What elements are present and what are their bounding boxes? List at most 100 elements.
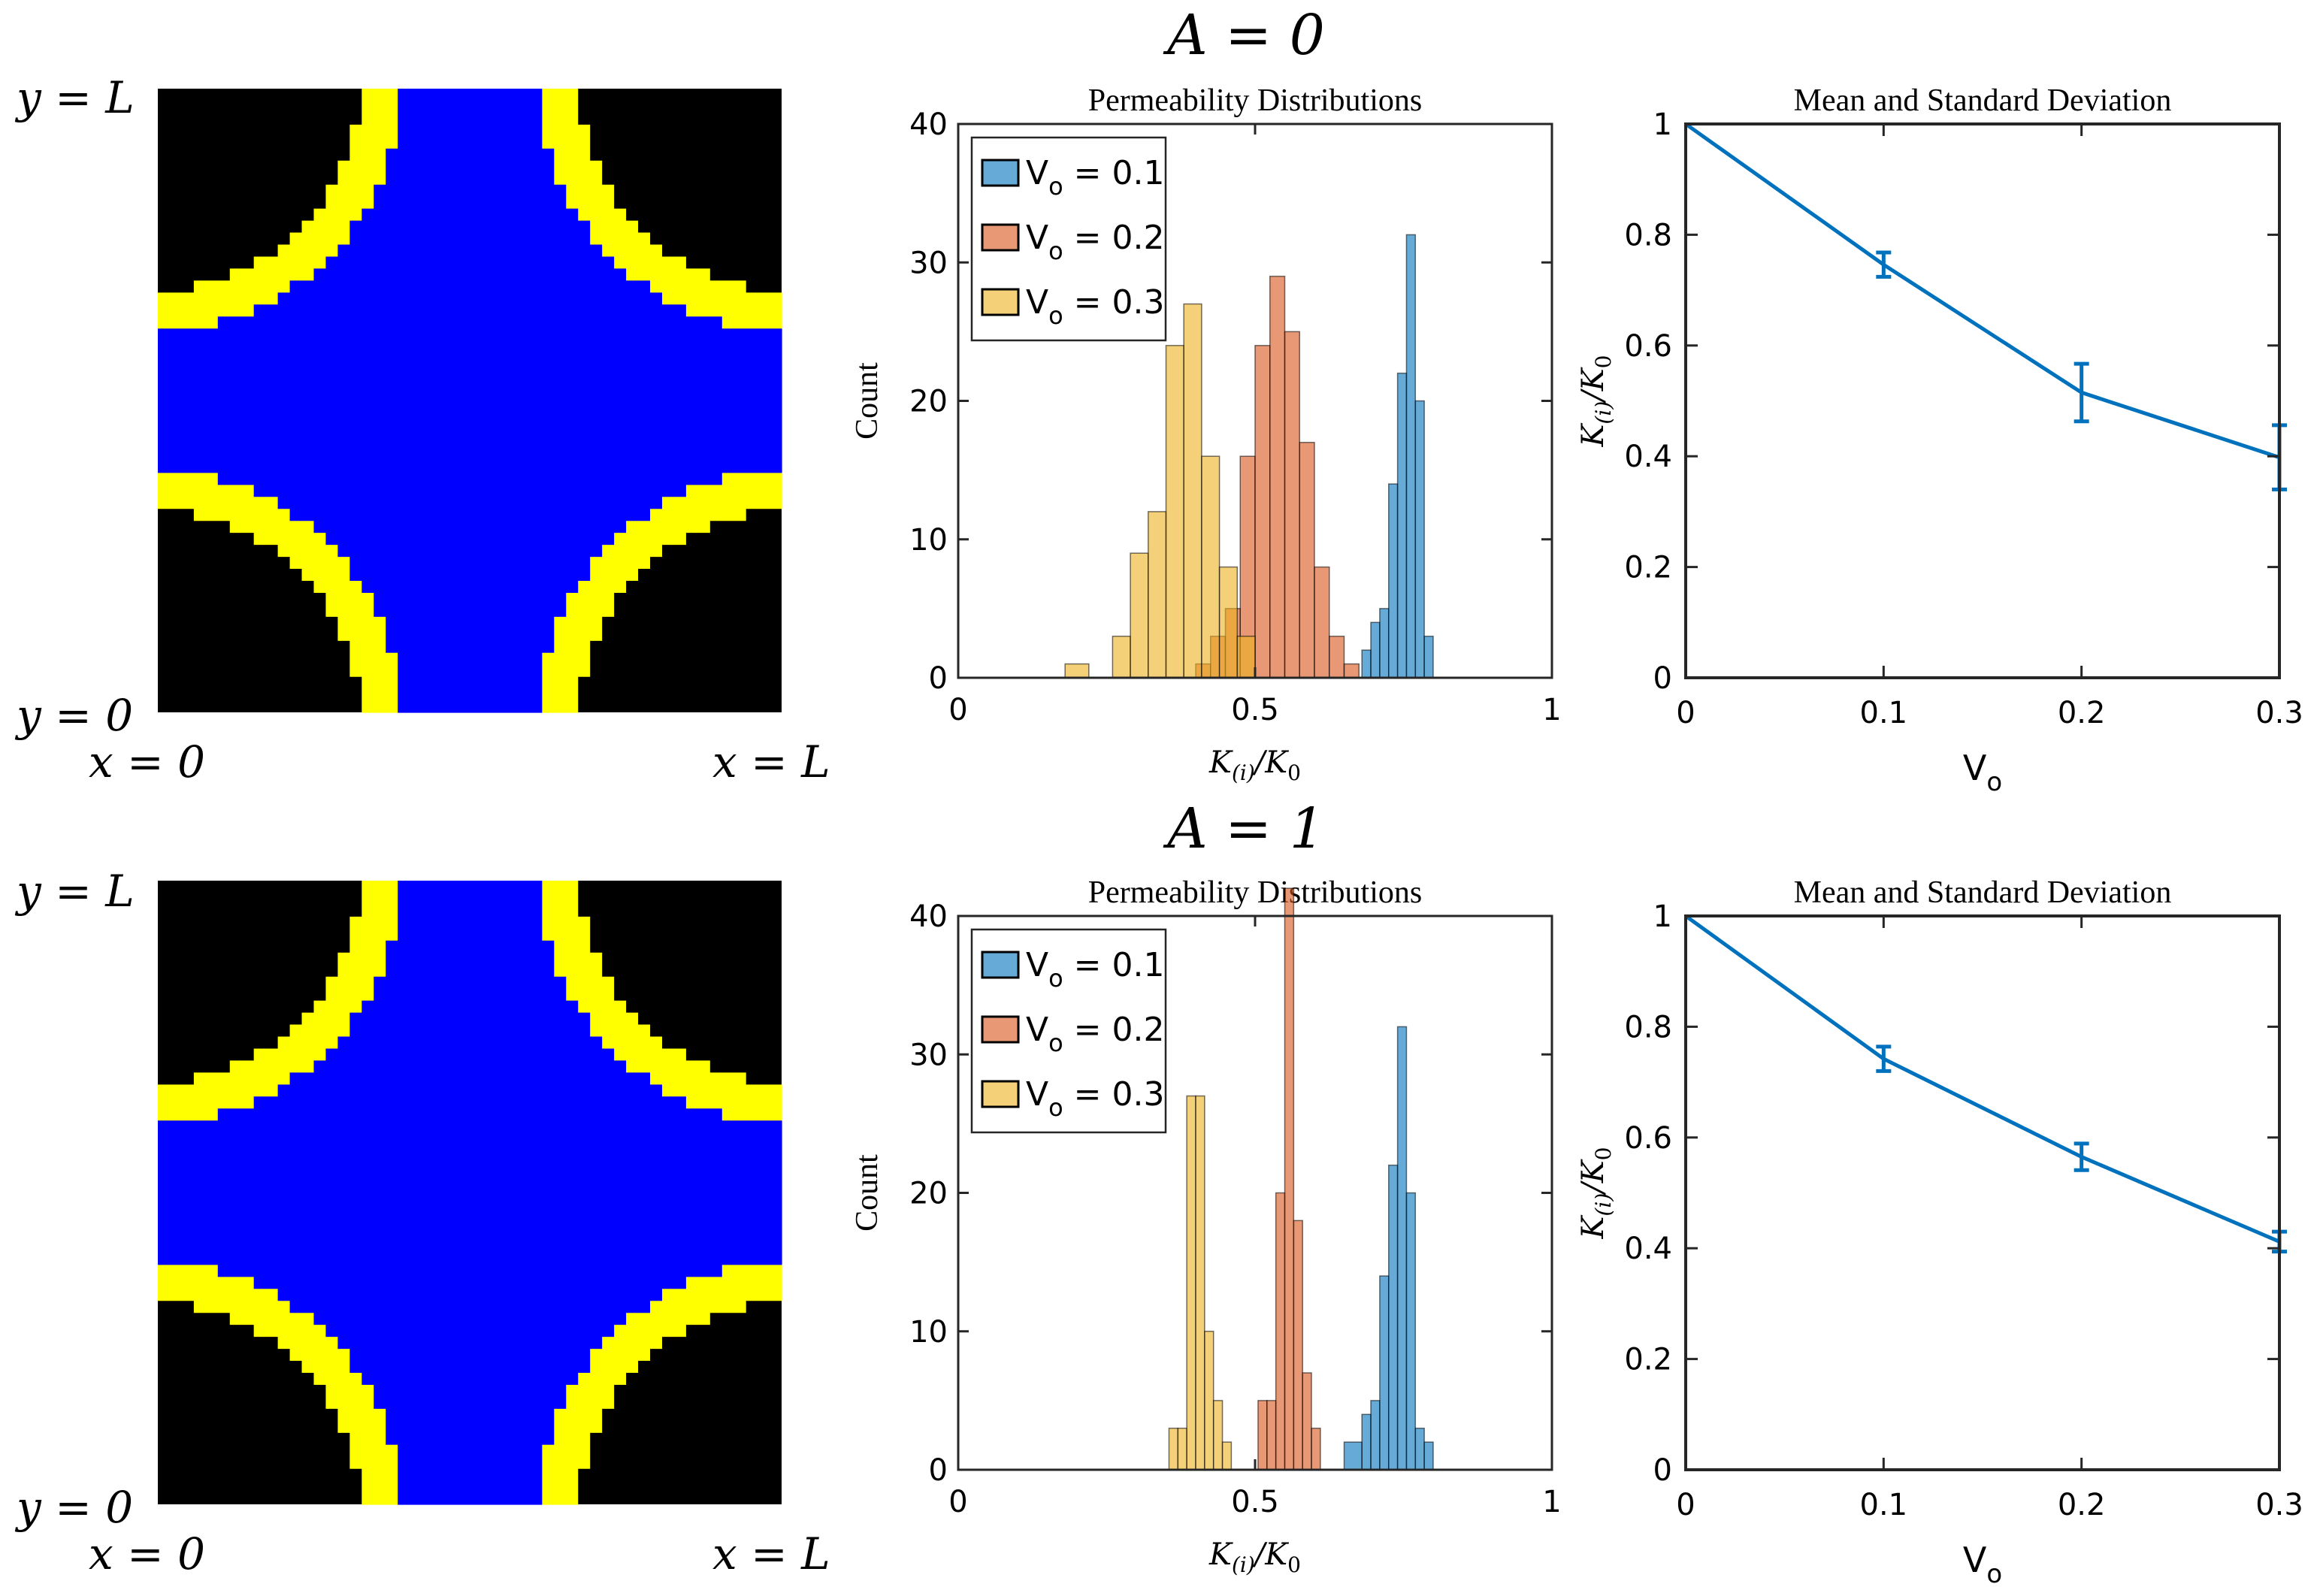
legend: Vo = 0.1Vo = 0.2Vo = 0.3 (970, 928, 1167, 1134)
histogram-bar (1266, 1400, 1277, 1471)
histogram-bar (1405, 234, 1417, 679)
x-tick-label: 0.5 (1231, 1485, 1279, 1519)
label-y-top: y = L (14, 866, 135, 917)
y-axis-label: Count (850, 362, 885, 440)
legend-text-part: = 0.2 (1063, 1011, 1165, 1049)
error-bar (2073, 361, 2089, 424)
y-tick-label: 0 (929, 1453, 948, 1488)
histogram-bar (1302, 1372, 1312, 1471)
label-x-right: x = L (712, 736, 830, 787)
histogram-bar (1177, 1427, 1187, 1471)
x-label-part: /K (1252, 745, 1289, 780)
chart-title: Mean and Standard Deviation (1794, 83, 2172, 118)
histogram-bar (1257, 1400, 1268, 1471)
histogram-bar (1370, 621, 1381, 679)
x-label-part: V (1963, 1540, 1987, 1580)
legend-swatch (981, 951, 1020, 979)
legend-swatch (981, 1015, 1020, 1044)
legend-text-part: o (1048, 172, 1063, 201)
histogram-bar (1165, 345, 1184, 679)
x-tick-label: 0.1 (1860, 696, 1908, 730)
y-label-part: /K (1576, 367, 1611, 404)
histogram-series-1 (1361, 234, 1434, 679)
x-tick-label: 0.3 (2255, 1488, 2303, 1522)
legend-text-part: o (1048, 237, 1063, 265)
x-axis-label: Vo (1963, 1540, 2002, 1589)
y-tick-label: 0.6 (1624, 1121, 1672, 1156)
legend-text-part: V (1026, 283, 1048, 322)
histogram-bar (1183, 303, 1202, 679)
legend-text-part: o (1048, 1029, 1063, 1057)
histogram-bar (1343, 663, 1360, 679)
y-label-part: K (1576, 1214, 1611, 1239)
legend-text-part: = 0.3 (1063, 283, 1165, 322)
histogram-bar (1299, 442, 1315, 679)
histogram-bar (1168, 1427, 1179, 1471)
legend-text-part: V (1026, 1075, 1048, 1114)
histogram-bar (1284, 331, 1300, 679)
legend-entry-label: Vo = 0.1 (1026, 946, 1165, 993)
histogram-bar (1254, 345, 1271, 679)
x-label-part: o (1986, 1559, 2002, 1589)
x-label-part: 0 (1287, 1552, 1301, 1577)
y-label-part: K (1576, 422, 1611, 447)
histogram-bar (1212, 1400, 1224, 1471)
yellow-coating-cells (158, 89, 782, 713)
x-tick-label: 0 (1676, 1488, 1695, 1522)
geometry-panel-a0 (158, 89, 782, 713)
x-label-part: 0 (1287, 760, 1301, 785)
x-tick-label: 0.2 (2058, 1488, 2106, 1522)
x-label-part: V (1963, 748, 1987, 788)
y-tick-label: 0 (1653, 1453, 1672, 1488)
blue-pore-layer (158, 881, 782, 1505)
y-tick-label: 0.8 (1624, 1010, 1672, 1044)
histogram-bar (1293, 1220, 1303, 1471)
legend-text-part: V (1026, 219, 1048, 257)
histogram-bar (1388, 483, 1399, 679)
mean-std-chart-a1: Mean and Standard Deviation 0 0.2 0.4 0.6 0.8… (1576, 875, 2303, 1589)
error-bar (1876, 250, 1892, 279)
legend-text-part: = 0.1 (1063, 154, 1165, 192)
legend: Vo = 0.1Vo = 0.2Vo = 0.3 (970, 136, 1167, 342)
histogram-bar (1414, 400, 1425, 679)
legend-entry-label: Vo = 0.3 (1026, 283, 1165, 330)
histogram-bar (1388, 1164, 1399, 1471)
blue-pore-layer (158, 89, 782, 713)
legend-swatch (981, 1080, 1020, 1108)
plot-area (1686, 916, 2279, 1470)
y-tick-label: 0 (929, 661, 948, 696)
histogram-bar (1204, 1331, 1214, 1471)
x-tick-label: 0.3 (2255, 696, 2303, 730)
x-tick-label: 0 (1676, 696, 1695, 730)
x-tick-label: 0.5 (1231, 693, 1279, 727)
histogram-bar (1314, 566, 1330, 679)
histogram-bar (1130, 552, 1149, 679)
mean-line (1684, 914, 2280, 1244)
histogram-bar (1236, 635, 1256, 679)
y-tick-label: 0.8 (1624, 218, 1672, 252)
label-x-left: x = 0 (89, 736, 205, 787)
y-tick-label: 1 (1653, 899, 1672, 934)
x-label-part: (i) (1232, 1552, 1255, 1577)
error-bar (1876, 1044, 1892, 1073)
legend-text-part: o (1048, 964, 1063, 993)
histogram-bar (1275, 1192, 1286, 1471)
histogram-bar (1284, 887, 1295, 1471)
legend-text-part: V (1026, 154, 1048, 192)
axes-box (1684, 914, 2281, 1471)
label-y-top: y = L (14, 72, 135, 123)
y-tick-label: 20 (909, 385, 948, 419)
mean-std-chart-a0: Mean and Standard Deviation 0 0.2 0.4 0.6 0.8… (1576, 83, 2303, 797)
x-label-part: /K (1252, 1537, 1289, 1572)
legend-swatch (981, 223, 1020, 252)
legend-text-part: o (1048, 301, 1063, 330)
y-label-part: (i) (1591, 1193, 1616, 1217)
y-tick-label: 30 (909, 246, 948, 280)
x-tick-label: 1 (1542, 693, 1561, 727)
histogram-bar (1064, 663, 1090, 679)
y-label-part: (i) (1591, 401, 1616, 425)
histogram-bar (1423, 1441, 1434, 1471)
